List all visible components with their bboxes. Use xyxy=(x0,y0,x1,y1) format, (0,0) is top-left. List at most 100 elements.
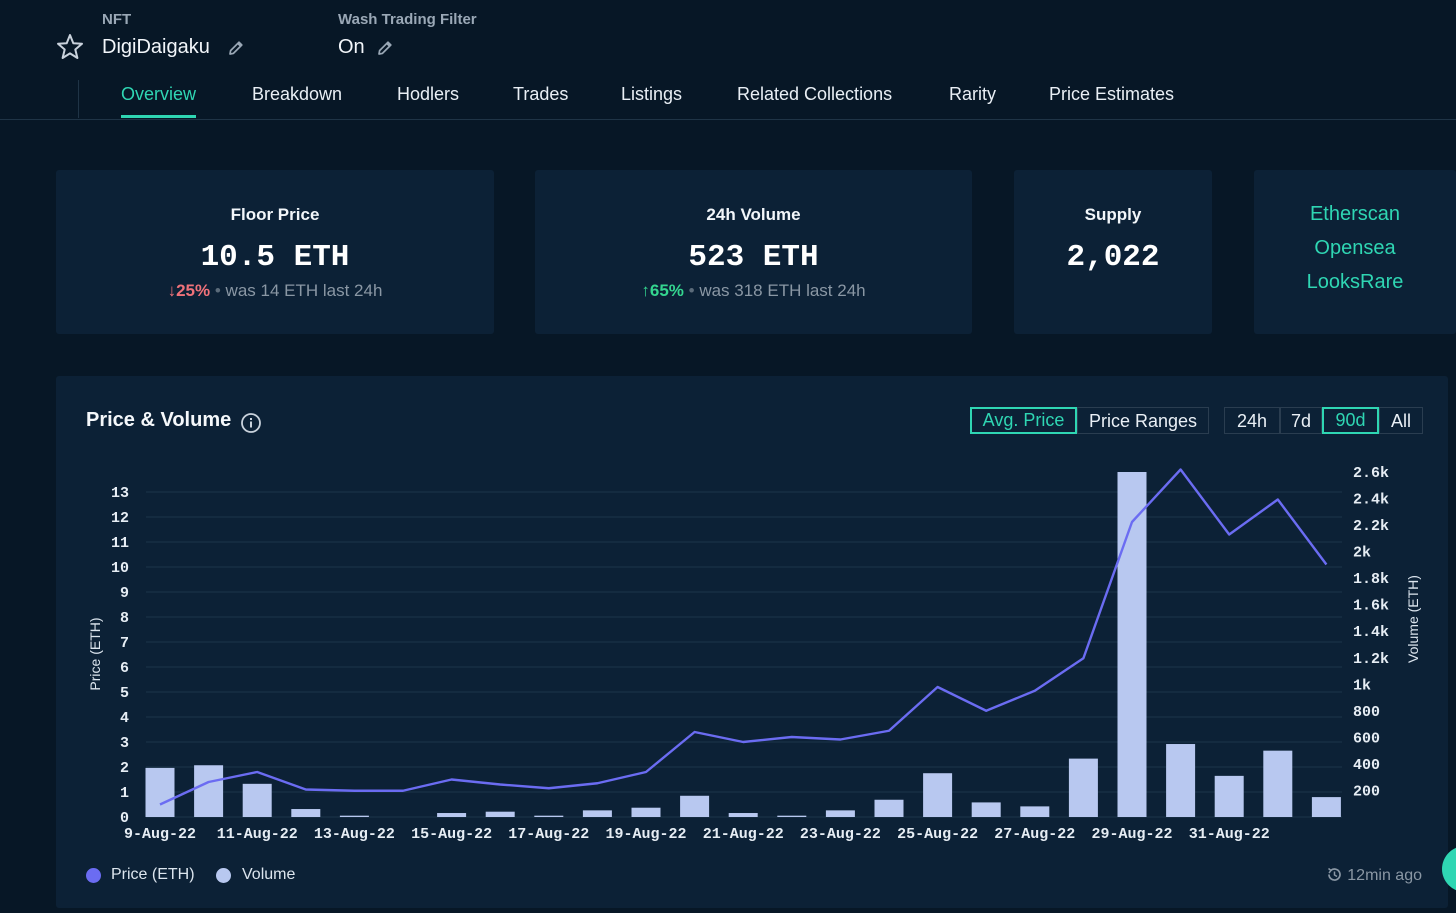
y2-tick-label: 1.6k xyxy=(1353,598,1389,615)
volume-bar xyxy=(631,807,661,817)
info-icon[interactable] xyxy=(240,412,262,434)
volume-bar xyxy=(437,813,467,817)
range-24h-button[interactable]: 24h xyxy=(1224,407,1280,434)
price-line xyxy=(159,468,1328,806)
y-tick-label: 9 xyxy=(120,585,129,602)
range-7d-button[interactable]: 7d xyxy=(1280,407,1322,434)
x-tick-label: 27-Aug-22 xyxy=(994,826,1075,843)
volume-bar xyxy=(777,815,807,817)
floor-change-note: was 14 ETH last 24h xyxy=(225,281,383,300)
nav-tabs: Overview Breakdown Hodlers Trades Listin… xyxy=(0,70,1456,120)
floor-change-percent: 25% xyxy=(176,281,211,300)
chat-fab-button[interactable] xyxy=(1442,846,1456,892)
y-tick-label: 0 xyxy=(120,810,129,827)
arrow-up-icon: ↑ xyxy=(641,281,650,300)
x-tick-label: 15-Aug-22 xyxy=(411,826,492,843)
supply-title: Supply xyxy=(1084,205,1142,224)
y2-tick-label: 2.2k xyxy=(1353,518,1389,535)
volume-bar xyxy=(1117,472,1147,817)
tab-rarity[interactable]: Rarity xyxy=(949,84,997,104)
legend-volume-label: Volume xyxy=(242,866,296,883)
volume-title: 24h Volume xyxy=(706,205,801,224)
refresh-clock-icon[interactable] xyxy=(1326,866,1343,883)
tab-listings[interactable]: Listings xyxy=(621,84,683,104)
y-tick-label: 1 xyxy=(120,785,129,802)
x-tick-label: 17-Aug-22 xyxy=(508,826,589,843)
x-tick-label: 11-Aug-22 xyxy=(217,826,298,843)
edit-collection-icon[interactable] xyxy=(227,39,245,57)
range-90d-button[interactable]: 90d xyxy=(1322,407,1379,434)
tab-related-collections[interactable]: Related Collections xyxy=(737,84,893,104)
links-card: Etherscan Opensea LooksRare xyxy=(1254,170,1456,334)
opensea-link[interactable]: Opensea xyxy=(1314,237,1396,259)
range-all-button[interactable]: All xyxy=(1379,407,1423,434)
volume-bar xyxy=(728,813,758,817)
volume-change: ↑65% • was 318 ETH last 24h xyxy=(641,281,866,300)
volume-legend-dot xyxy=(216,868,231,883)
etherscan-link[interactable]: Etherscan xyxy=(1309,203,1401,225)
tab-trades[interactable]: Trades xyxy=(513,84,569,104)
volume-bar xyxy=(582,810,612,817)
volume-bar xyxy=(242,783,272,817)
y-tick-label: 7 xyxy=(120,635,129,652)
y2-tick-label: 1.4k xyxy=(1353,624,1389,641)
x-tick-label: 31-Aug-22 xyxy=(1189,826,1270,843)
supply-value: 2,022 xyxy=(1066,240,1160,275)
tab-divider xyxy=(78,80,79,118)
price-volume-chart: 0123456789101112132004006008001k1.2k1.4k… xyxy=(87,465,1421,843)
volume-bar xyxy=(485,811,515,817)
x-tick-label: 29-Aug-22 xyxy=(1091,826,1172,843)
last-updated: 12min ago xyxy=(1326,866,1422,885)
wash-filter-value: On xyxy=(338,36,365,58)
volume-bar xyxy=(1020,806,1050,817)
tab-price-estimates[interactable]: Price Estimates xyxy=(1049,84,1175,104)
star-icon[interactable] xyxy=(56,33,84,61)
panel-title: Price & Volume xyxy=(86,409,232,431)
price-volume-panel: Price & Volume Avg. Price Price Ranges 2… xyxy=(56,376,1448,908)
y-axis-label: Price (ETH) xyxy=(87,617,103,690)
wash-filter-label: Wash Trading Filter xyxy=(338,11,477,28)
floor-price-card: Floor Price 10.5 ETH ↓25% • was 14 ETH l… xyxy=(56,170,494,334)
y-tick-label: 5 xyxy=(120,685,129,702)
volume-bar xyxy=(534,815,564,817)
y-tick-label: 13 xyxy=(111,485,129,502)
y2-tick-label: 600 xyxy=(1353,730,1380,747)
y2-tick-label: 2.4k xyxy=(1353,492,1389,509)
tab-overview[interactable]: Overview xyxy=(121,84,197,118)
tab-hodlers[interactable]: Hodlers xyxy=(397,84,460,104)
legend-price[interactable]: Price (ETH) xyxy=(86,866,195,884)
avg-price-button[interactable]: Avg. Price xyxy=(970,407,1077,434)
volume-bar xyxy=(923,773,953,817)
volume-bar xyxy=(1166,744,1196,817)
collection-name: DigiDaigaku xyxy=(102,36,210,58)
volume-bar xyxy=(145,767,175,817)
supply-card: Supply 2,022 xyxy=(1014,170,1212,334)
y2-tick-label: 2.6k xyxy=(1353,465,1389,482)
edit-wash-filter-icon[interactable] xyxy=(376,39,394,57)
x-tick-label: 19-Aug-22 xyxy=(605,826,686,843)
volume-value: 523 ETH xyxy=(688,240,819,275)
volume-bar xyxy=(1214,775,1244,817)
y2-tick-label: 1.8k xyxy=(1353,571,1389,588)
volume-bar xyxy=(291,809,321,817)
volume-bar xyxy=(194,765,224,817)
y2-axis-label: Volume (ETH) xyxy=(1405,575,1421,663)
volume-bar xyxy=(1311,797,1341,817)
y2-tick-label: 400 xyxy=(1353,757,1380,774)
y-tick-label: 4 xyxy=(120,710,129,727)
volume-bar xyxy=(971,802,1001,817)
collection-header: NFT DigiDaigaku Wash Trading Filter On O… xyxy=(0,0,1456,120)
legend-volume[interactable]: Volume xyxy=(216,866,295,884)
y-tick-label: 10 xyxy=(111,560,129,577)
x-tick-label: 23-Aug-22 xyxy=(800,826,881,843)
volume-change-note: was 318 ETH last 24h xyxy=(699,281,866,300)
price-ranges-button[interactable]: Price Ranges xyxy=(1077,407,1209,434)
x-tick-label: 13-Aug-22 xyxy=(314,826,395,843)
y-tick-label: 8 xyxy=(120,610,129,627)
looksrare-link[interactable]: LooksRare xyxy=(1306,271,1404,293)
y2-tick-label: 2k xyxy=(1353,545,1371,562)
volume-card: 24h Volume 523 ETH ↑65% • was 318 ETH la… xyxy=(535,170,972,334)
floor-price-value: 10.5 ETH xyxy=(200,240,350,275)
tab-breakdown[interactable]: Breakdown xyxy=(252,84,343,104)
legend-price-label: Price (ETH) xyxy=(111,866,195,883)
